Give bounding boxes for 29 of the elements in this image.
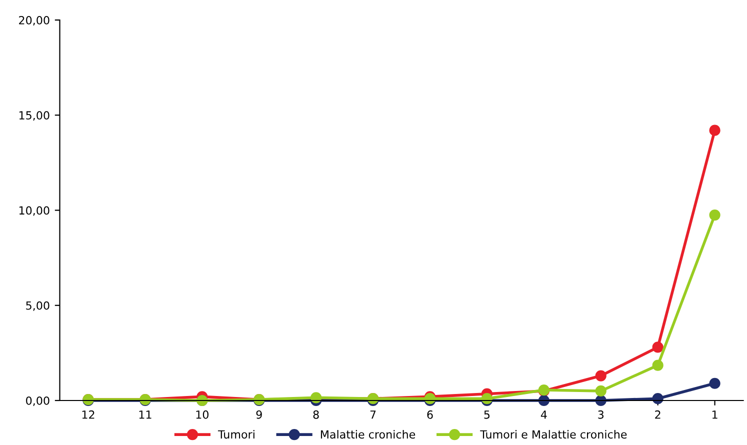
y-tick-label: 10,00 bbox=[19, 206, 50, 216]
point bbox=[595, 385, 606, 397]
point bbox=[652, 360, 664, 371]
x-tick-label: 1 bbox=[712, 410, 718, 419]
y-tick-label: 20,00 bbox=[19, 16, 50, 26]
x-tick-label: 6 bbox=[427, 410, 433, 419]
point bbox=[709, 124, 720, 136]
x-tick-label: 9 bbox=[256, 410, 262, 419]
x-tick-label: 10 bbox=[196, 410, 208, 419]
point bbox=[652, 393, 664, 404]
legend-label: Tumori bbox=[218, 430, 254, 439]
x-tick-label: 2 bbox=[655, 410, 660, 419]
x-tick-label: 8 bbox=[313, 410, 319, 419]
x-tick-label: 4 bbox=[540, 410, 547, 419]
x-tick-label: 12 bbox=[82, 410, 94, 419]
x-tick-label: 3 bbox=[598, 410, 604, 419]
point bbox=[709, 378, 720, 389]
y-tick-label: 5,00 bbox=[26, 301, 50, 311]
legend-label: Malattie croniche bbox=[320, 430, 416, 439]
point bbox=[652, 342, 664, 353]
y-tick-label: 0,00 bbox=[26, 396, 50, 406]
point bbox=[538, 394, 550, 406]
x-tick-label: 5 bbox=[484, 410, 490, 419]
x-tick-label: 7 bbox=[370, 410, 376, 419]
y-tick-label: 15,00 bbox=[19, 111, 50, 121]
point bbox=[709, 209, 720, 221]
legend-label: Tumori e Malattie croniche bbox=[480, 430, 627, 439]
point bbox=[595, 370, 606, 382]
x-tick-label: 11 bbox=[139, 410, 152, 419]
